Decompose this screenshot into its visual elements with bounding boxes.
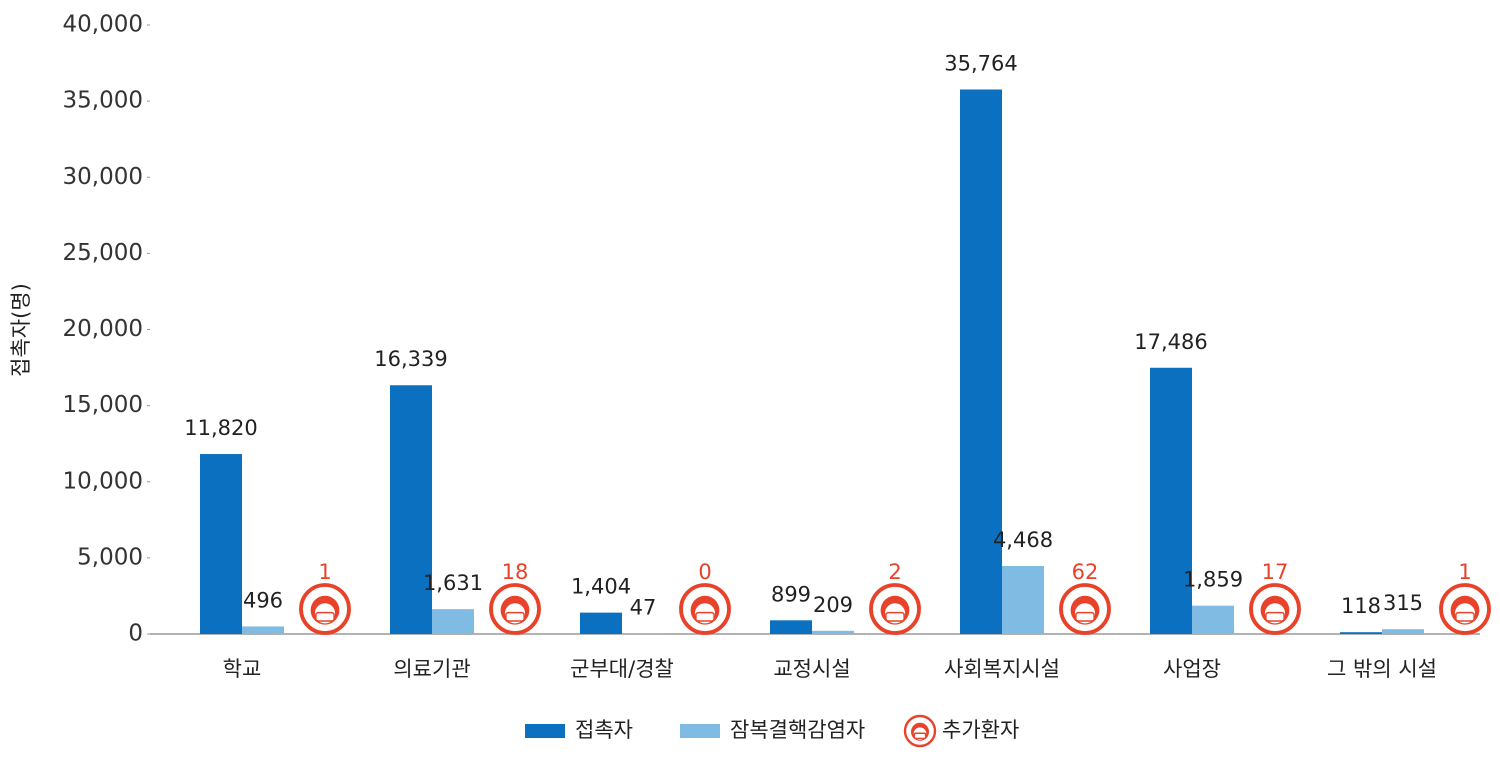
y-axis-title: 접촉자(명) <box>9 283 33 377</box>
x-tick-label: 사회복지시설 <box>944 657 1060 681</box>
value-label: 1,404 <box>571 575 631 599</box>
y-tick-label: 25,000 <box>63 240 143 266</box>
y-tick-label: 10,000 <box>63 468 143 494</box>
legend-swatch <box>680 724 720 738</box>
value-label: 118 <box>1341 594 1381 618</box>
icon-value-label: 2 <box>888 560 901 584</box>
icon-mask <box>1075 611 1095 622</box>
bar <box>960 89 1002 634</box>
icon-value-label: 0 <box>698 560 711 584</box>
x-tick-label: 학교 <box>223 657 262 681</box>
legend-label: 잠복결핵감염자 <box>730 718 865 742</box>
bar <box>390 385 432 634</box>
patient-icon <box>1439 583 1491 635</box>
value-label: 496 <box>243 588 283 612</box>
value-label: 35,764 <box>944 51 1017 75</box>
y-tick-label: 40,000 <box>63 12 143 38</box>
bar <box>200 454 242 634</box>
x-tick-label: 의료기관 <box>393 657 470 681</box>
legend-label: 추가환자 <box>942 718 1019 742</box>
bar <box>1192 605 1234 634</box>
value-label: 209 <box>813 593 853 617</box>
value-label: 1,631 <box>423 571 483 595</box>
patient-icon <box>1059 583 1111 635</box>
patient-icon <box>679 583 731 635</box>
bar <box>1150 367 1192 634</box>
bar <box>242 626 284 634</box>
y-tick-label: 35,000 <box>63 88 143 114</box>
bar <box>1002 565 1044 634</box>
value-label: 1,859 <box>1183 568 1243 592</box>
icon-mask <box>913 732 927 740</box>
bar <box>1340 632 1382 634</box>
x-tick-label: 교정시설 <box>773 657 850 681</box>
patient-icon <box>869 583 921 635</box>
bar <box>432 609 474 634</box>
value-label: 47 <box>630 595 657 619</box>
icon-mask <box>505 611 525 622</box>
icon-value-label: 62 <box>1072 560 1099 584</box>
y-tick-label: 15,000 <box>63 392 143 418</box>
value-label: 4,468 <box>993 528 1053 552</box>
patient-icon <box>299 583 351 635</box>
legend-label: 접촉자 <box>575 718 633 742</box>
bar <box>580 612 622 634</box>
y-tick-label: 5,000 <box>77 544 143 570</box>
x-tick-label: 군부대/경찰 <box>570 657 674 681</box>
bar <box>1382 629 1424 634</box>
patient-icon <box>903 714 937 748</box>
value-label: 16,339 <box>374 347 447 371</box>
bar <box>622 633 664 634</box>
bar <box>812 630 854 634</box>
y-tick-label: 0 <box>128 621 143 647</box>
icon-mask <box>695 611 715 622</box>
bar <box>770 620 812 634</box>
icon-value-label: 18 <box>502 560 529 584</box>
value-label: 899 <box>771 582 811 606</box>
patient-icon <box>1249 583 1301 635</box>
x-tick-label: 그 밖의 시설 <box>1327 657 1437 681</box>
icon-value-label: 1 <box>318 560 331 584</box>
value-label: 11,820 <box>184 416 257 440</box>
legend-swatch <box>525 724 565 738</box>
y-tick-label: 20,000 <box>63 316 143 342</box>
icon-value-label: 17 <box>1262 560 1289 584</box>
icon-mask <box>315 611 335 622</box>
patient-icon <box>489 583 541 635</box>
y-tick-label: 30,000 <box>63 164 143 190</box>
icon-value-label: 1 <box>1458 560 1471 584</box>
value-label: 17,486 <box>1134 330 1207 354</box>
icon-mask <box>885 611 905 622</box>
x-tick-label: 사업장 <box>1163 657 1221 681</box>
value-label: 315 <box>1383 591 1423 615</box>
icon-mask <box>1265 611 1285 622</box>
icon-mask <box>1455 611 1475 622</box>
